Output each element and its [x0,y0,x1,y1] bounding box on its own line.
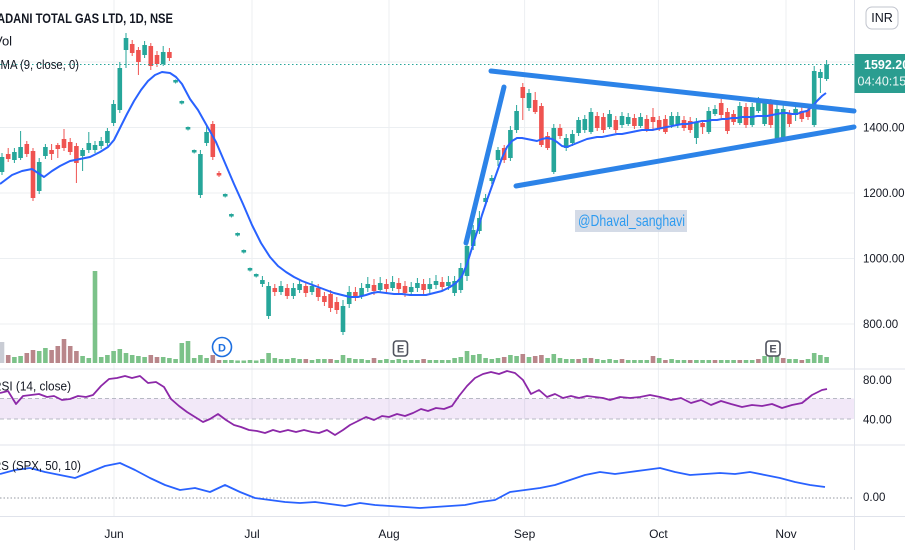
svg-text:Sep: Sep [514,527,536,541]
svg-text:Oct: Oct [649,527,668,541]
svg-text:0.00: 0.00 [863,492,885,504]
svg-text:Aug: Aug [378,527,399,541]
svg-text:40.00: 40.00 [863,415,892,427]
svg-text:INR: INR [871,11,893,25]
svg-text:Jun: Jun [104,527,123,541]
svg-text:E: E [769,344,776,356]
svg-text:Jul: Jul [244,527,259,541]
svg-text:ADANI TOTAL GAS LTD, 1D, NSE: ADANI TOTAL GAS LTD, 1D, NSE [0,10,173,26]
svg-text:E: E [397,344,404,356]
svg-text:1592.20: 1592.20 [864,58,905,72]
svg-text:Nov: Nov [775,527,796,541]
svg-text:1400.00: 1400.00 [863,123,905,135]
svg-text:1200.00: 1200.00 [863,188,905,200]
svg-text:80.00: 80.00 [863,375,892,387]
svg-text:04:40:15: 04:40:15 [858,75,905,89]
svg-text:800.00: 800.00 [863,319,898,331]
svg-text:D: D [218,343,226,355]
svg-text:RS (SPX, 50, 10): RS (SPX, 50, 10) [0,459,81,473]
svg-text:1000.00: 1000.00 [863,254,905,266]
svg-text:RSI (14, close): RSI (14, close) [0,380,71,394]
svg-text:Vol: Vol [0,34,12,49]
svg-text:EMA (9, close, 0): EMA (9, close, 0) [0,57,79,72]
svg-text:@Dhaval_sanghavi: @Dhaval_sanghavi [578,213,685,230]
